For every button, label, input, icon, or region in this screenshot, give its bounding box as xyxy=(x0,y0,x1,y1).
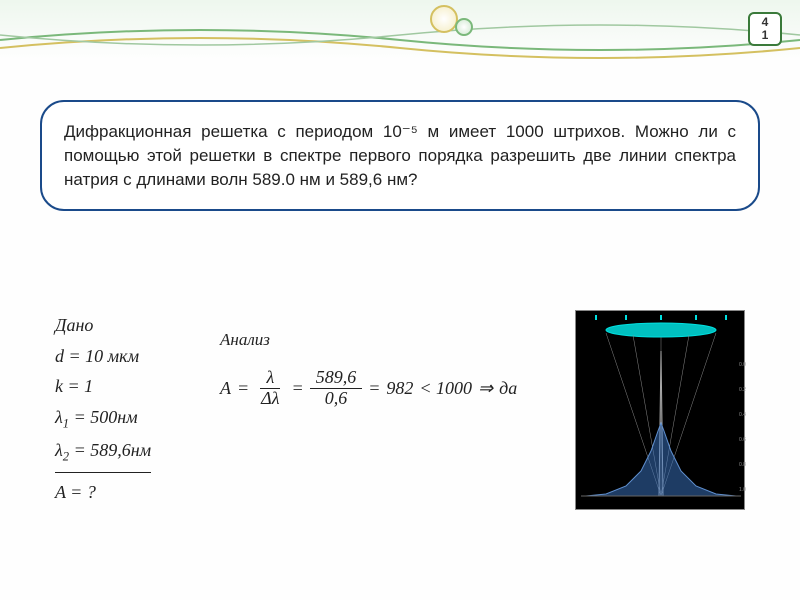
deco-circle-2 xyxy=(455,18,473,36)
fraction-numeric: 589,6 0,6 xyxy=(310,368,363,409)
given-lambda2: λ2 = 589,6нм xyxy=(55,435,151,468)
equals-2: = xyxy=(292,378,304,399)
wave-lines xyxy=(0,20,800,60)
page-number-badge: 4 1 xyxy=(748,12,782,46)
frac1-den: Δλ xyxy=(255,389,285,409)
svg-text:0.2: 0.2 xyxy=(739,387,746,393)
problem-text: Дифракционная решетка с периодом 10⁻⁵ м … xyxy=(64,122,736,189)
analysis-title: Анализ xyxy=(220,330,517,350)
given-question: A = ? xyxy=(55,472,151,508)
formula-var: A xyxy=(220,378,231,399)
formula-compare: < 1000 xyxy=(419,378,472,399)
axis-ticks: 1.0 0.8 0.6 0.4 0.2 0.0 xyxy=(739,362,746,493)
formula-arrow: ⇒ xyxy=(478,378,493,399)
page-num-bottom: 1 xyxy=(762,29,769,42)
given-title: Дано xyxy=(55,310,151,341)
fraction-symbolic: λ Δλ xyxy=(255,368,285,409)
svg-text:0.8: 0.8 xyxy=(739,462,746,468)
given-lambda1: λ1 = 500нм xyxy=(55,402,151,435)
lens-shape xyxy=(606,323,716,337)
svg-text:0.0: 0.0 xyxy=(739,362,746,368)
analysis-block: Анализ A = λ Δλ = 589,6 0,6 = 982 < 1000… xyxy=(220,330,517,409)
gaussian-envelope xyxy=(586,423,736,496)
header-decoration xyxy=(0,0,800,60)
given-d: d = d = 10 мкм10 мкм xyxy=(55,341,151,372)
frac2-num: 589,6 xyxy=(310,368,363,389)
frac1-num: λ xyxy=(260,368,280,389)
svg-text:0.6: 0.6 xyxy=(739,437,746,443)
equals-1: = xyxy=(237,378,249,399)
equals-3: = xyxy=(368,378,380,399)
given-block: Дано d = d = 10 мкм10 мкм k = 1 λ1 = 500… xyxy=(55,310,151,507)
svg-text:1.0: 1.0 xyxy=(739,487,746,493)
problem-statement: Дифракционная решетка с периодом 10⁻⁵ м … xyxy=(40,100,760,211)
analysis-formula: A = λ Δλ = 589,6 0,6 = 982 < 1000 ⇒ да xyxy=(220,368,517,409)
deco-circle-1 xyxy=(430,5,458,33)
formula-result: 982 xyxy=(386,378,413,399)
given-k: k = 1 xyxy=(55,371,151,402)
diffraction-diagram: 1.0 0.8 0.6 0.4 0.2 0.0 xyxy=(575,310,745,510)
svg-text:0.4: 0.4 xyxy=(739,412,746,418)
diagram-svg: 1.0 0.8 0.6 0.4 0.2 0.0 xyxy=(576,311,746,511)
frac2-den: 0,6 xyxy=(319,389,354,409)
incident-rays xyxy=(596,315,726,320)
formula-answer: да xyxy=(499,378,517,399)
